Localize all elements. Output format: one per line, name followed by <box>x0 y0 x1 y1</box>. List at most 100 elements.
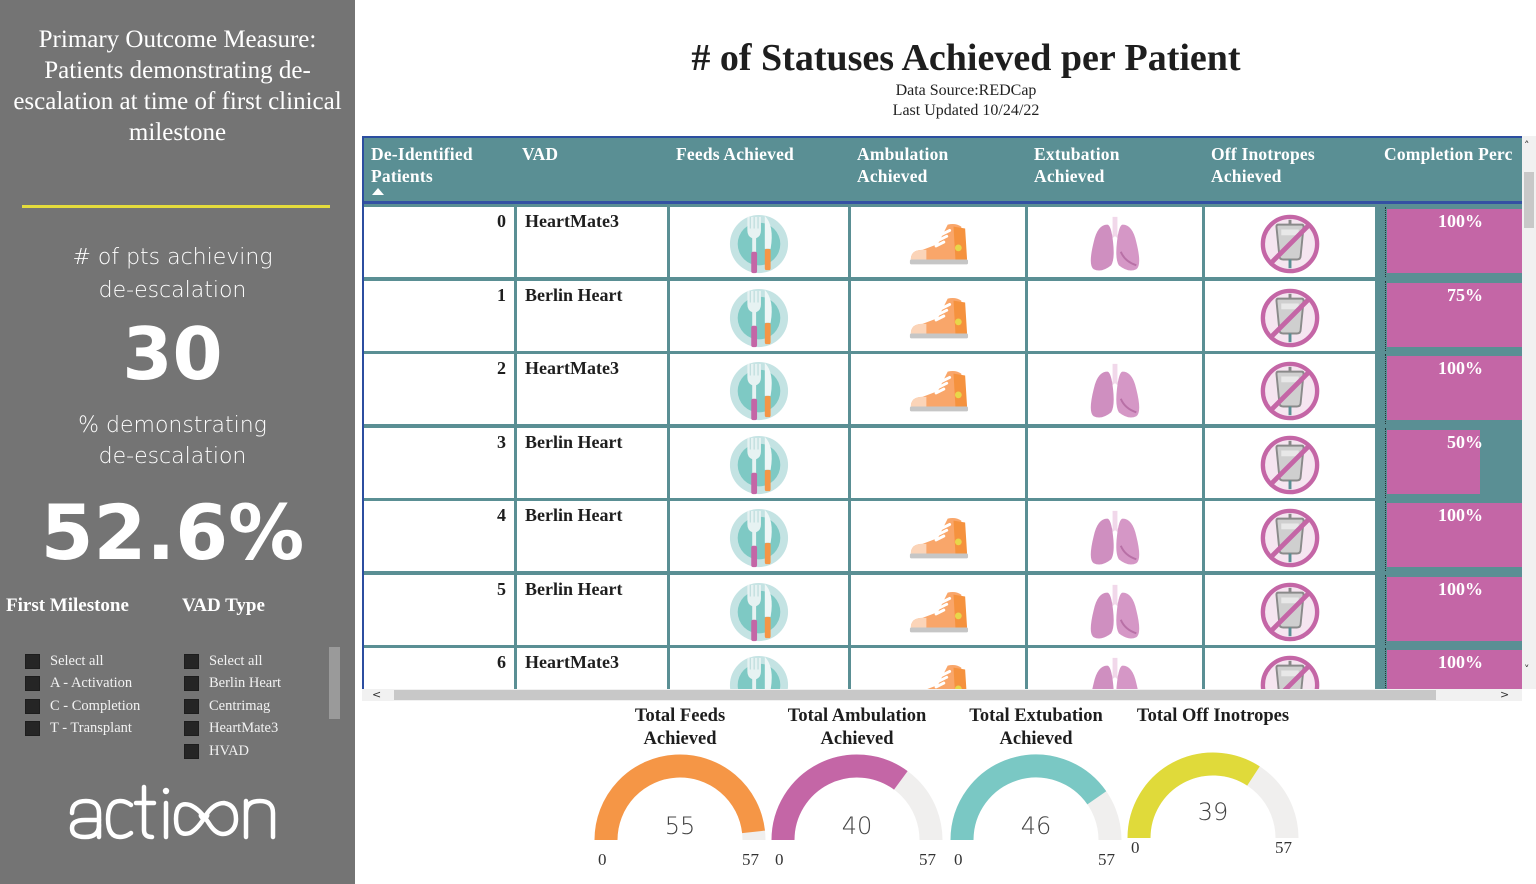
scroll-left-icon[interactable]: < <box>372 688 382 701</box>
scroll-up-icon[interactable]: ˄ <box>1524 139 1530 152</box>
sneaker-icon <box>909 591 969 632</box>
gauge-card: Total Extubation Achieved 46 0 57 <box>946 705 1126 880</box>
lungs-icon <box>1092 657 1138 689</box>
checkbox[interactable] <box>184 743 199 759</box>
kpi2-label-line2: de-escalation <box>98 444 247 469</box>
extubation-cell <box>1028 574 1202 645</box>
completion-cell: 75% <box>1385 280 1522 351</box>
sneaker-icon <box>909 223 969 265</box>
table-row[interactable]: 4 Berlin Heart 100% <box>364 501 1522 571</box>
gauge-arc <box>771 754 943 840</box>
feeds-cell <box>670 574 848 645</box>
table-row[interactable]: 6 HeartMate3 100% <box>364 648 1522 689</box>
checkbox[interactable] <box>25 676 40 692</box>
completion-bar <box>1387 282 1522 347</box>
off-inotropes-cell <box>1205 501 1375 571</box>
off-inotropes-cell <box>1205 427 1375 498</box>
table-row[interactable]: 2 HeartMate3 100% <box>364 354 1522 424</box>
slicer-option-centrimag[interactable]: Centrimag <box>184 695 281 718</box>
ambulation-cell <box>851 648 1025 689</box>
completion-bar <box>1387 356 1522 420</box>
off-inotropes-cell <box>1205 574 1375 645</box>
checkbox[interactable] <box>184 653 199 669</box>
vad-slicer-scrollbar[interactable] <box>329 647 340 719</box>
column-header-vad[interactable]: VAD <box>522 144 559 164</box>
vad-cell: Berlin Heart <box>517 574 667 645</box>
table-row[interactable]: 5 Berlin Heart 100% <box>364 574 1522 645</box>
lungs-icon <box>1090 363 1140 418</box>
checkbox[interactable] <box>184 721 199 737</box>
first-milestone-slicer-title: First Milestone <box>6 595 129 616</box>
column-header-feeds[interactable]: Feeds Achieved <box>676 144 794 164</box>
slicer-option-select-all[interactable]: Select all <box>184 650 281 673</box>
last-updated: Last Updated 10/24/22 <box>892 102 1040 119</box>
feeds-cell <box>670 280 848 351</box>
slicer-option-hvad[interactable]: HVAD <box>184 740 281 763</box>
patient-id-cell: 0 <box>364 207 514 277</box>
gauge-value: 40 <box>841 812 873 840</box>
gauge-title: Total Ambulation Achieved <box>787 706 927 749</box>
extubation-cell <box>1028 207 1202 277</box>
patient-id-cell: 5 <box>364 574 514 645</box>
completion-percent: 50% <box>1447 431 1483 452</box>
table-row[interactable]: 1 Berlin Heart 75% <box>364 280 1522 351</box>
kpi-patients-count: 30 <box>122 312 223 396</box>
vad-cell: HeartMate3 <box>517 648 667 689</box>
extubation-cell <box>1028 427 1202 498</box>
slicer-option-completion[interactable]: C - Completion <box>25 695 140 718</box>
checkbox[interactable] <box>25 653 40 669</box>
off-inotropes-cell <box>1205 280 1375 351</box>
patient-id-cell: 1 <box>364 280 514 351</box>
ambulation-cell <box>851 574 1025 645</box>
table-row[interactable]: 3 Berlin Heart 50% <box>364 427 1522 498</box>
slicer-option-berlin-heart[interactable]: Berlin Heart <box>184 673 281 696</box>
scroll-down-icon[interactable]: ˅ <box>1524 663 1530 676</box>
sort-ascending-icon[interactable] <box>372 188 384 195</box>
vertical-scroll-thumb[interactable] <box>1524 172 1534 228</box>
slicer-option-transplant[interactable]: T - Transplant <box>25 718 140 741</box>
completion-bar <box>1387 503 1522 567</box>
lungs-icon <box>1090 216 1140 271</box>
feeds-cell <box>670 354 848 424</box>
action-logo <box>69 784 276 840</box>
vad-cell: Berlin Heart <box>517 427 667 498</box>
checkbox[interactable] <box>184 698 199 714</box>
checkbox[interactable] <box>25 698 40 714</box>
gauge-value: 55 <box>664 812 696 840</box>
status-table: De-Identified Patients VAD Feeds Achieve… <box>362 136 1522 689</box>
column-header-ambulation[interactable]: Ambulation Achieved <box>857 144 949 186</box>
slicer-option-activation[interactable]: A - Activation <box>25 673 140 696</box>
gauge-max: 57 <box>1098 850 1115 869</box>
checkbox[interactable] <box>184 676 199 692</box>
no-iv-bag-icon <box>1260 214 1320 274</box>
scroll-right-icon[interactable]: > <box>1500 688 1510 701</box>
checkbox[interactable] <box>25 721 40 737</box>
column-header-extubation[interactable]: Extubation Achieved <box>1034 144 1120 186</box>
page-title: # of Statuses Achieved per Patient <box>691 37 1241 79</box>
horizontal-scroll-thumb[interactable] <box>394 690 1436 700</box>
gauge-max: 57 <box>742 850 759 869</box>
gauge-title: Total Off Inotropes <box>1136 706 1290 726</box>
ambulation-cell <box>851 501 1025 571</box>
column-header-off-inotropes[interactable]: Off Inotropes Achieved <box>1211 144 1315 186</box>
table-vertical-scrollbar[interactable]: ˄ ˅ <box>1522 136 1536 689</box>
feeds-cell <box>670 207 848 277</box>
plate-fork-knife-icon <box>729 508 789 568</box>
table-horizontal-scrollbar[interactable]: < > <box>362 689 1522 701</box>
feeds-cell <box>670 501 848 571</box>
vad-type-slicer-title: VAD Type <box>182 595 265 616</box>
table-row[interactable]: 0 HeartMate3 100% <box>364 207 1522 277</box>
completion-percent: 100% <box>1438 358 1483 378</box>
column-header-patients[interactable]: De-Identified Patients <box>371 144 473 186</box>
column-header-completion[interactable]: Completion Perc <box>1384 144 1513 164</box>
slicer-option-heartmate3[interactable]: HeartMate3 <box>184 718 281 741</box>
gauge-arc <box>594 754 766 840</box>
gauge-card: Total Off Inotropes 39 0 57 <box>1123 705 1303 880</box>
patient-id-cell: 4 <box>364 501 514 571</box>
ambulation-cell <box>851 280 1025 351</box>
sneaker-icon <box>909 297 969 338</box>
completion-percent: 100% <box>1438 505 1483 525</box>
plate-fork-knife-icon <box>729 214 789 274</box>
slicer-option-select-all[interactable]: Select all <box>25 650 140 673</box>
ambulation-cell <box>851 427 1025 498</box>
